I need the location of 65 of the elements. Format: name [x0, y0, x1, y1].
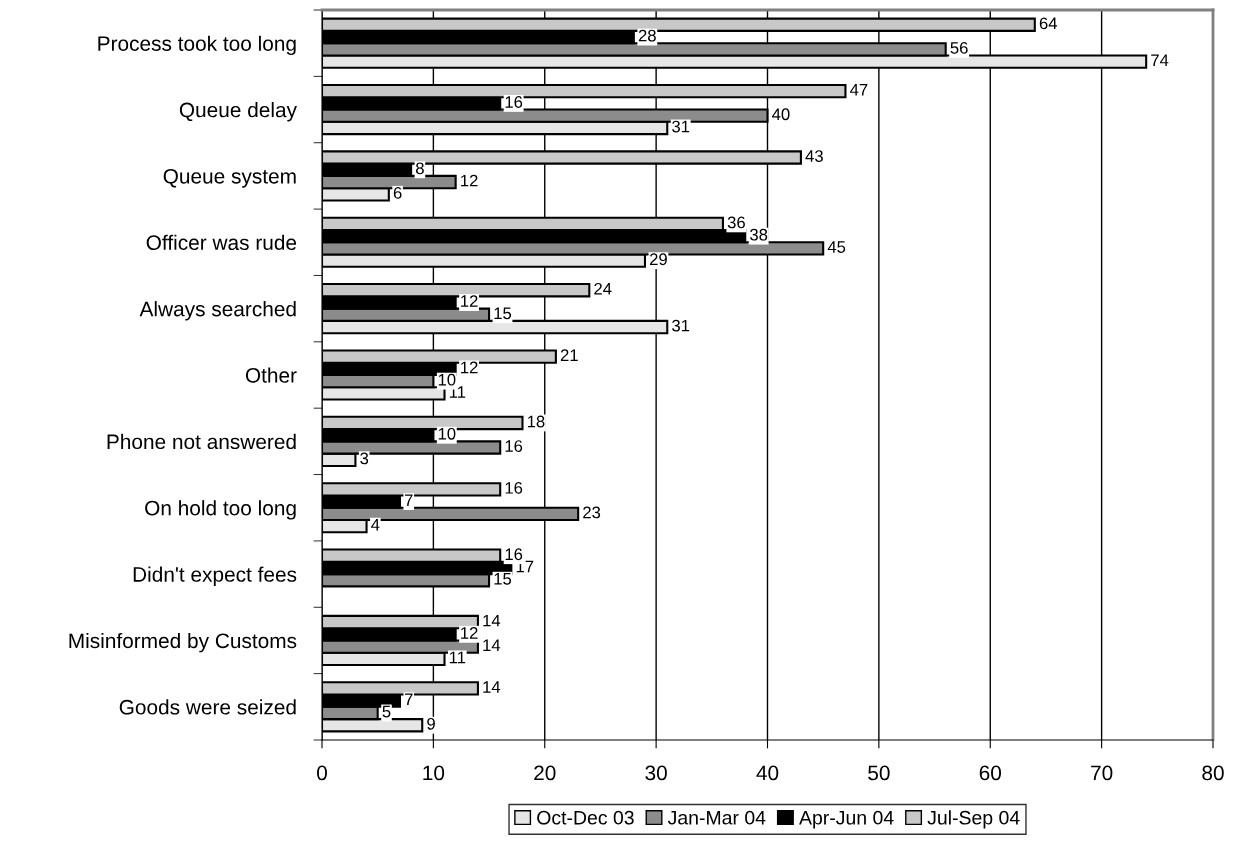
y-tick-label: Process took too long [98, 35, 296, 56]
data-label: 8 [415, 162, 424, 175]
x-tick-label: 0 [317, 765, 327, 781]
data-label: 56 [950, 41, 968, 54]
data-label: 64 [1039, 17, 1058, 30]
legend-label: Jan-Mar 04 [667, 810, 766, 825]
data-label: 16 [505, 96, 523, 108]
y-tick-label: Queue system [163, 168, 296, 188]
data-label: 28 [638, 29, 656, 42]
data-label: 16 [505, 481, 523, 494]
data-label: 14 [483, 639, 501, 651]
x-tick-label: 60 [979, 765, 1002, 781]
data-label: 15 [494, 307, 512, 320]
x-tick-label: 70 [1091, 765, 1113, 781]
y-tick-label: Always searched [139, 301, 296, 321]
data-label: 9 [427, 717, 435, 730]
data-label: 43 [805, 150, 823, 162]
data-label: 4 [371, 518, 380, 531]
data-label: 16 [505, 548, 523, 561]
data-label: 12 [461, 361, 478, 374]
x-tick-label: 80 [1202, 765, 1224, 781]
data-label: 29 [649, 253, 667, 266]
data-label: 6 [393, 187, 402, 199]
data-label: 10 [438, 373, 456, 386]
y-tick-label: Officer was rude [146, 234, 297, 251]
data-label: 45 [827, 241, 846, 253]
legend-label: Jul-Sep 04 [927, 810, 1020, 829]
y-tick-label: Didn't expect fees [133, 566, 297, 586]
x-tick-label: 30 [645, 765, 667, 781]
legend-label: Apr-Jun 04 [799, 810, 894, 829]
data-label: 11 [449, 651, 466, 664]
y-tick-label: Misinformed by Customs [69, 632, 297, 653]
data-label: 12 [461, 295, 478, 307]
data-label: 24 [594, 282, 612, 295]
data-label: 3 [360, 452, 369, 465]
y-tick-label: Goods were seized [119, 699, 296, 715]
data-label: 16 [505, 440, 523, 452]
data-label: 12 [461, 174, 478, 187]
data-label: 74 [1151, 54, 1169, 66]
data-label: 23 [583, 506, 601, 519]
data-label: 5 [382, 705, 391, 718]
legend-label: Oct-Dec 03 [537, 810, 634, 825]
y-tick-label: On hold too long [145, 500, 296, 520]
data-label: 38 [750, 228, 768, 241]
x-tick-label: 20 [534, 765, 556, 781]
data-label: 18 [527, 415, 545, 428]
data-label: 31 [672, 120, 690, 133]
x-tick-label: 50 [868, 765, 890, 781]
data-label: 10 [438, 427, 456, 440]
data-label: 7 [404, 693, 413, 705]
data-label: 15 [494, 573, 512, 585]
data-label: 47 [850, 83, 868, 96]
data-label: 36 [727, 216, 745, 229]
data-label: 21 [560, 349, 578, 361]
data-label: 14 [483, 614, 501, 627]
data-label: 7 [404, 494, 413, 506]
data-label: 12 [461, 626, 478, 639]
data-label: 40 [772, 108, 790, 121]
x-tick-label: 10 [423, 765, 445, 781]
data-label: 14 [483, 681, 501, 693]
y-tick-label: Phone not answered [107, 433, 296, 450]
data-label: 31 [672, 319, 690, 332]
y-tick-label: Queue delay [179, 102, 297, 122]
x-tick-label: 40 [756, 765, 779, 781]
y-tick-label: Other [245, 367, 297, 383]
